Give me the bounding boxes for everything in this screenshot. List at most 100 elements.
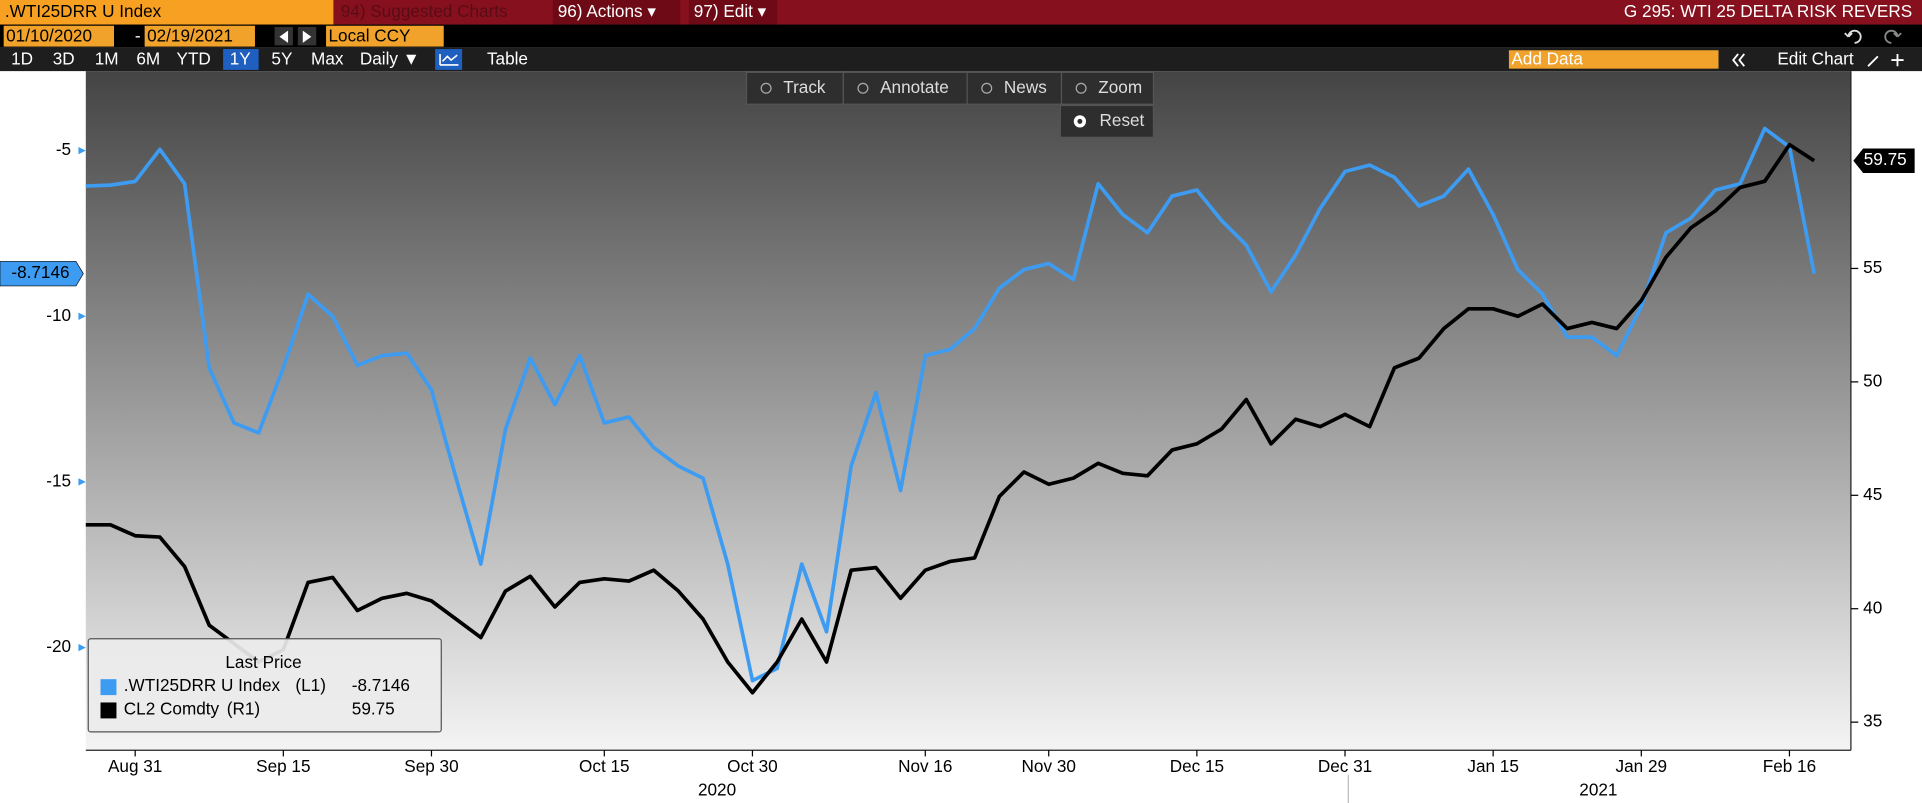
x-tick-label: Dec 31 xyxy=(1318,756,1372,776)
date-field[interactable]: 02/19/2021 xyxy=(147,25,233,45)
series-line xyxy=(85,142,1816,695)
legend-swatch xyxy=(100,702,117,719)
date-bar xyxy=(0,24,1922,48)
chart-type-button[interactable] xyxy=(435,49,463,70)
y-tick-mark xyxy=(78,478,86,486)
range-button[interactable]: 1Y xyxy=(230,49,252,69)
frequency[interactable]: Daily ▼ xyxy=(360,49,420,69)
plot-area xyxy=(85,71,1851,751)
y-tick-mark xyxy=(78,146,86,155)
add-data-box[interactable] xyxy=(1508,50,1719,69)
x-tick-label: Aug 31 xyxy=(108,756,162,776)
date-separator: - xyxy=(135,25,141,45)
chart-type-icon xyxy=(439,53,459,66)
chart-layer: -5 -10 -15 -20 35 40 45 50 55 Aug 31 Sep 15 Sep 30 O… xyxy=(0,126,1915,799)
range-button[interactable]: 6M xyxy=(136,49,160,69)
tool-button[interactable] xyxy=(966,71,1063,105)
x-tick-label: Oct 30 xyxy=(727,756,778,776)
range-active[interactable] xyxy=(223,49,259,70)
add-data[interactable]: Add Data xyxy=(1511,49,1583,69)
y2-tick-label: 55 xyxy=(1863,257,1882,277)
legend-name: .WTI25DRR U Index xyxy=(124,675,281,695)
tool-button[interactable] xyxy=(745,71,844,105)
reset-label[interactable]: Reset xyxy=(1100,110,1145,130)
x-tick-label: Nov 16 xyxy=(898,756,952,776)
x-tick-label: Feb 16 xyxy=(1763,756,1816,776)
y-tick-mark xyxy=(78,312,86,320)
legend-value: -8.7146 xyxy=(352,675,410,695)
tool-icon xyxy=(981,82,993,94)
y2-tick-label: 35 xyxy=(1863,711,1882,731)
reset-button[interactable] xyxy=(1059,104,1155,138)
y-tick-label: -20 xyxy=(46,636,71,656)
table-button[interactable]: Table xyxy=(487,49,528,69)
range-button[interactable]: 1D xyxy=(11,49,33,69)
security-name: .WTI25DRR U Index xyxy=(5,1,162,21)
range-button[interactable]: 1M xyxy=(95,49,119,69)
last-value-tag xyxy=(0,261,84,287)
x-tick-label: Oct 15 xyxy=(579,756,630,776)
y-tick-label: -10 xyxy=(46,305,71,325)
menu-box[interactable] xyxy=(552,0,681,25)
range-button[interactable]: Max xyxy=(311,49,344,69)
legend-name: CL2 Comdty xyxy=(124,698,220,718)
tool-label[interactable]: News xyxy=(1004,77,1047,97)
y2-tick-label: 50 xyxy=(1863,370,1882,390)
date-field[interactable]: Local CCY xyxy=(329,25,412,45)
last-value-label: 59.75 xyxy=(1864,149,1907,169)
redo-icon[interactable] xyxy=(1884,29,1902,44)
y2-tick-label: 40 xyxy=(1863,597,1882,617)
x-tick-label: Jan 29 xyxy=(1616,756,1668,776)
x-group-label: 2020 xyxy=(698,779,736,799)
menu-item[interactable]: 96) Actions ▾ xyxy=(558,1,657,21)
reset-radio-dot xyxy=(1077,118,1083,124)
edit-chart[interactable]: Edit Chart xyxy=(1777,49,1854,69)
x-tick-label: Sep 30 xyxy=(404,756,458,776)
last-value-label: -8.7146 xyxy=(11,262,69,282)
range-button[interactable]: 3D xyxy=(53,49,75,69)
y2-tick-label: 45 xyxy=(1863,484,1882,504)
undo-icon[interactable] xyxy=(1844,29,1862,44)
ui-layer: .WTI25DRR U Index 94) Suggested Charts 96)… xyxy=(3,0,1912,138)
x-tick-label: Nov 30 xyxy=(1022,756,1076,776)
date-field[interactable]: 01/10/2020 xyxy=(6,25,92,45)
date-box[interactable] xyxy=(3,25,114,47)
x-tick-label: Jan 15 xyxy=(1467,756,1519,776)
tool-icon xyxy=(760,82,772,94)
menu-item[interactable]: 94) Suggested Charts xyxy=(341,1,508,21)
legend-box xyxy=(87,638,442,733)
legend-suffix: (R1) xyxy=(227,698,260,718)
range-button[interactable]: 5Y xyxy=(271,49,293,69)
settings-icon[interactable] xyxy=(1867,53,1904,67)
nav-arrow xyxy=(279,30,312,43)
tool-label[interactable]: Track xyxy=(783,77,826,97)
y-tick-mark xyxy=(78,643,86,652)
tool-label[interactable]: Annotate xyxy=(880,77,949,97)
range-button[interactable]: YTD xyxy=(177,49,211,69)
collapse-icon[interactable] xyxy=(1732,53,1745,67)
legend-value: 59.75 xyxy=(352,698,395,718)
menu-box[interactable] xyxy=(688,0,778,25)
page-title: G 295: WTI 25 DELTA RISK REVERS xyxy=(1624,1,1912,21)
menu-item[interactable]: 97) Edit ▾ xyxy=(694,1,767,21)
y-tick-label: -15 xyxy=(46,470,71,490)
series-line xyxy=(85,126,1816,683)
x-tick-label: Sep 15 xyxy=(256,756,310,776)
legend-suffix: (L1) xyxy=(295,675,326,695)
legend-title: Last Price xyxy=(225,652,301,672)
date-box[interactable] xyxy=(326,25,444,47)
tool-icon xyxy=(857,82,869,94)
last-value-tag xyxy=(1853,148,1915,173)
x-tick-label: Dec 15 xyxy=(1170,756,1224,776)
y-tick-label: -5 xyxy=(56,139,71,159)
tool-button[interactable] xyxy=(842,71,968,105)
security-box[interactable] xyxy=(0,0,334,25)
legend-swatch xyxy=(100,679,117,696)
range-bar xyxy=(0,47,1922,72)
date-box[interactable] xyxy=(144,25,255,47)
tool-label[interactable]: Zoom xyxy=(1098,77,1142,97)
x-group-label: 2021 xyxy=(1579,779,1617,799)
tool-icon xyxy=(1075,82,1087,94)
